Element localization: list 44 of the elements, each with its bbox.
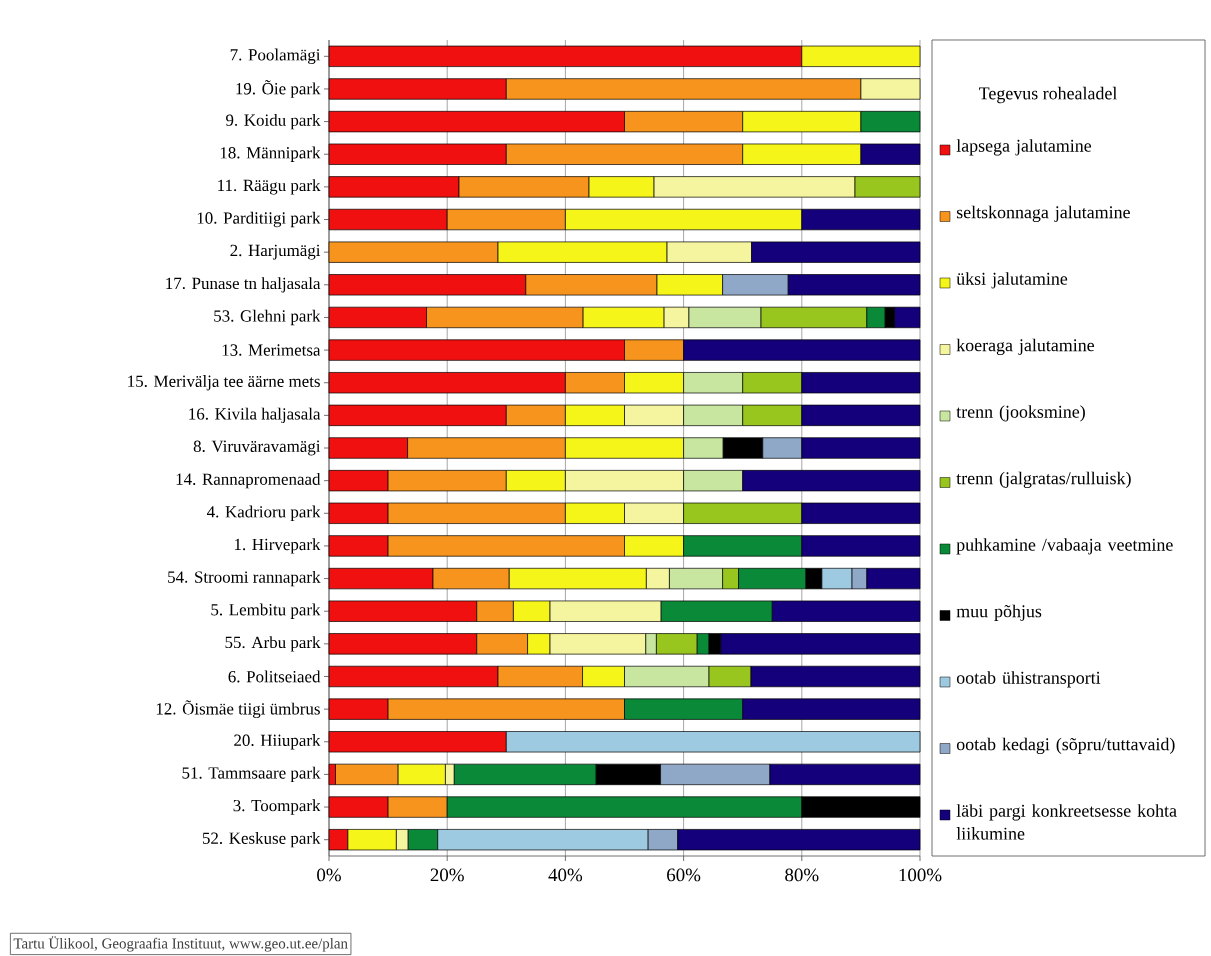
y-tick-label: 54. Stroomi rannapark (168, 570, 321, 587)
legend-label: puhkamine /vabaaja veetmine (956, 538, 1173, 555)
legend-label: muu põhjus (956, 604, 1042, 621)
y-tick-label: 13. Merimetsa (222, 344, 321, 356)
y-tick-label: 1. Hirvepark (234, 538, 321, 554)
x-tick-label: 60% (667, 868, 701, 882)
y-tick-label: 11. Räägu park (218, 179, 321, 195)
y-tick-label: 17. Punase tn haljasala (166, 277, 321, 293)
y-tick-label: 5. Lembitu park (211, 603, 321, 619)
legend-label: trenn (jalgratas/rulluisk) (956, 471, 1131, 489)
legend-label: seltskonnaga jalutamine (956, 205, 1130, 223)
y-tick-label: 18. Männipark (220, 146, 321, 162)
y-tick-label: 9. Koidu park (226, 113, 321, 130)
x-tick-label: 100% (899, 868, 942, 882)
y-tick-label: 4. Kadrioru park (207, 505, 321, 521)
legend-label: üksi jalutamine (956, 272, 1068, 289)
y-tick-label: 8. Viruväravamägi (193, 440, 321, 456)
x-tick-label: 20% (430, 868, 464, 882)
y-tick-label: 53. Glehni park (214, 309, 321, 326)
y-tick-label: 6. Politseiaed (228, 670, 321, 683)
y-tick-label: 51. Tammsaare park (182, 766, 321, 783)
y-tick-label: 2. Harjumägi (230, 244, 321, 260)
legend-title: Tegevus rohealadel (979, 86, 1117, 104)
text: Tartu Ülikool, Geograafia Instituut, www.geo.ut.ee/plan (13, 936, 348, 952)
y-tick-label: 7. Poolamägi (230, 48, 321, 65)
y-tick-label: 12. Õismäe tiigi ümbrus (156, 700, 320, 719)
legend-label: koeraga jalutamine (956, 338, 1095, 356)
y-tick-label: 52. Keskuse park (202, 832, 321, 848)
legend-label: ootab ühistransporti (956, 671, 1101, 688)
x-tick-label: 40% (548, 868, 583, 882)
x-tick-label: 80% (785, 868, 819, 882)
legend-label: lapsega jalutamine (956, 139, 1092, 156)
y-tick-label: 55. Arbu park (225, 636, 321, 652)
y-tick-label: 3. Toompark (233, 799, 321, 815)
y-tick-label: 20. Hiiupark (234, 734, 321, 750)
y-tick-label: 14. Rannapromenaad (176, 472, 321, 489)
legend-label: trenn (jooksmine) (956, 405, 1085, 422)
x-tick-label: 0% (317, 868, 341, 882)
y-tick-label: 15. Merivälja tee äärne mets (128, 375, 320, 391)
y-tick-label: 16. Kivila haljasala (189, 407, 321, 424)
legend-label: ootab kedagi (sõpru/tuttavaid) (956, 737, 1175, 755)
y-tick-label: 10. Parditiigi park (197, 211, 321, 228)
y-tick-label: 19. Õie park (236, 80, 321, 98)
legend-label: läbi pargi konkreetsesse kohta liikumine (956, 804, 1177, 840)
